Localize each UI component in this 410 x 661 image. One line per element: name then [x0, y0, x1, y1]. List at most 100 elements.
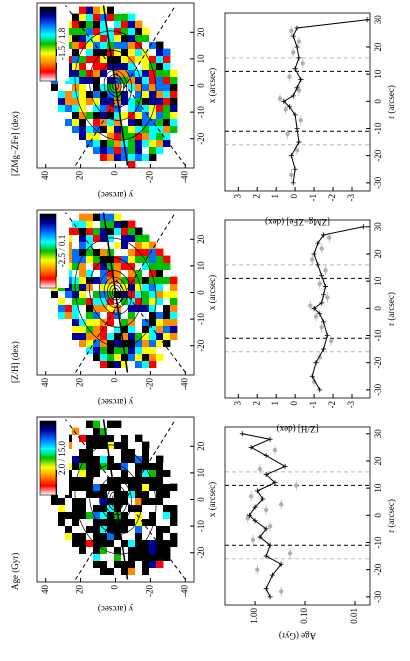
x-tick-label: -20 [373, 356, 383, 368]
map-cell [114, 262, 122, 270]
x-tick-label: 20 [196, 27, 206, 37]
map-cell [156, 318, 164, 326]
map-cell [128, 476, 136, 484]
map-cell [65, 525, 73, 533]
map-cell [93, 490, 101, 498]
profile-marker [294, 44, 300, 50]
data-point [319, 325, 324, 330]
map-cell [72, 269, 80, 277]
map-cell [142, 41, 150, 49]
y-tick-label: 40 [40, 585, 50, 595]
map-cell [128, 160, 136, 168]
map-cell [65, 532, 73, 540]
dashed-axis [65, 419, 186, 580]
map-cell [142, 318, 150, 326]
map-cell [79, 118, 87, 126]
map-cell [107, 346, 115, 354]
map-cell [93, 469, 101, 477]
map-cell [156, 332, 164, 340]
map-cell [128, 574, 136, 582]
map-cell [86, 511, 94, 519]
map-cell [93, 132, 101, 140]
map-cell [156, 560, 164, 568]
map-cell [93, 6, 101, 14]
map-cell [79, 262, 87, 270]
map-cell [79, 304, 87, 312]
map-cell [121, 427, 129, 435]
map-cell [93, 220, 101, 228]
map-cell [149, 97, 157, 105]
x-tick-label: -20 [373, 563, 383, 575]
y-tick-label: -40 [179, 171, 189, 183]
map-cell [65, 83, 73, 91]
map-cell [135, 146, 143, 154]
map-cell [149, 262, 157, 270]
map-cell [121, 118, 129, 126]
map-cell [86, 532, 94, 540]
colorbar-label: -2.5 / 0.1 [57, 235, 67, 268]
map-cell [65, 304, 73, 312]
map-cell [107, 6, 115, 14]
map-cell [149, 553, 157, 561]
map-cell [107, 455, 115, 463]
x-tick-label: 20 [373, 249, 383, 259]
map-cell [93, 455, 101, 463]
map-cell [135, 553, 143, 561]
data-point [245, 515, 250, 521]
map-cell [163, 269, 171, 277]
map-cell [114, 55, 122, 63]
map-cell [79, 20, 87, 28]
map-cell [149, 332, 157, 340]
map-cell [128, 560, 136, 568]
map-cell [114, 276, 122, 284]
map-cell [128, 304, 136, 312]
map-cell [142, 111, 150, 119]
y-tick-label: 40 [40, 171, 50, 181]
map-cell [170, 318, 178, 326]
map-cell [128, 55, 136, 63]
map-cell [163, 518, 171, 526]
major-axis [102, 419, 129, 580]
map-cell [107, 539, 115, 547]
map-cell [93, 546, 101, 554]
map-cell [114, 132, 122, 140]
profile-marker [292, 66, 298, 72]
map-cell [100, 504, 108, 512]
map-cell [72, 462, 80, 470]
map-cell [149, 546, 157, 554]
map-cell [149, 483, 157, 491]
map-cell [86, 462, 94, 470]
map-cell [79, 546, 87, 554]
profile-marker [257, 534, 263, 540]
data-point [277, 96, 283, 101]
map-cell [100, 90, 108, 98]
map-cell [100, 262, 108, 270]
map-cell [142, 132, 150, 140]
map-cell [86, 227, 94, 235]
y-tick-label: -40 [179, 585, 189, 597]
map-cell [100, 469, 108, 477]
map-cell [93, 146, 101, 154]
profile-marker [321, 292, 327, 298]
map-cell [79, 213, 87, 221]
map-cell [93, 483, 101, 491]
map-cell [163, 476, 171, 484]
major-axis [102, 5, 129, 166]
map-cell [135, 325, 143, 333]
map-cell [149, 248, 157, 256]
map-cell [93, 311, 101, 319]
map-cell [107, 220, 115, 228]
profile-marker [290, 93, 296, 99]
y-tick-label: 0.10 [299, 608, 309, 624]
map-cell [114, 69, 122, 77]
map-cell [170, 125, 178, 133]
map-cell [72, 276, 80, 284]
map-cell [135, 360, 143, 368]
map-cell [86, 55, 94, 63]
y-tick-label: 0 [110, 378, 120, 383]
map-cell [86, 525, 94, 533]
map-cell [135, 518, 143, 526]
map-cell [100, 448, 108, 456]
map-cell [114, 346, 122, 354]
